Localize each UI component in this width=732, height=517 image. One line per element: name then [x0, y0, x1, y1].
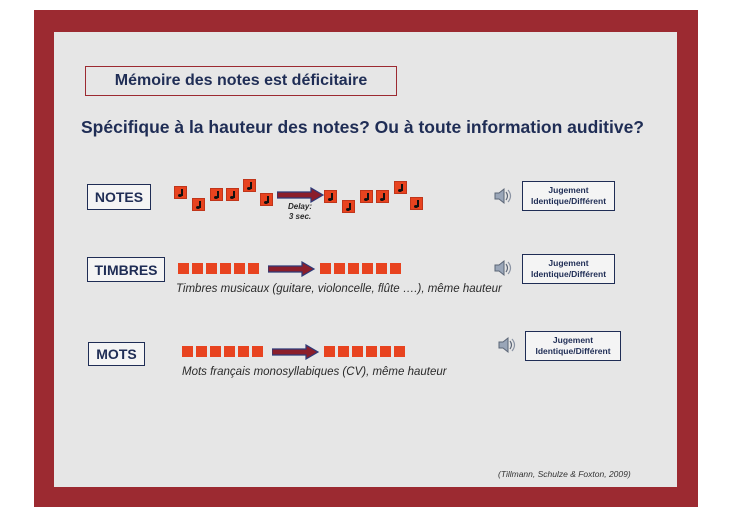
stimulus-square — [366, 346, 377, 357]
stimulus-square — [220, 263, 231, 274]
judgement-box: Jugement Identique/Différent — [522, 181, 615, 211]
notes-label: NOTES — [87, 184, 151, 210]
slide-subtitle: Spécifique à la hauteur des notes? Ou à … — [81, 117, 644, 137]
music-note-icon — [210, 188, 223, 201]
stimulus-square — [224, 346, 235, 357]
stimulus-square — [234, 263, 245, 274]
timbres-label: TIMBRES — [87, 257, 165, 282]
stimulus-square — [320, 263, 331, 274]
speaker-icon — [494, 187, 512, 205]
stimulus-square — [206, 263, 217, 274]
music-note-icon — [376, 190, 389, 203]
music-note-icon — [192, 198, 205, 211]
music-note-icon — [226, 188, 239, 201]
mots-label: MOTS — [88, 342, 145, 366]
stimulus-square — [252, 346, 263, 357]
delay-line-1: Delay: — [287, 202, 312, 211]
music-note-icon — [324, 190, 337, 203]
mots-caption: Mots français monosyllabiques (CV), même… — [182, 366, 447, 378]
stimulus-square — [352, 346, 363, 357]
arrow-right-icon — [272, 344, 320, 360]
stimulus-square — [324, 346, 335, 357]
citation: (Tillmann, Schulze & Foxton, 2009) — [498, 469, 631, 479]
judgement-line-2: Identique/Différent — [535, 346, 611, 356]
judgement-line-1: Jugement — [548, 258, 589, 268]
judgement-line-1: Jugement — [548, 185, 589, 195]
speaker-icon — [498, 336, 516, 354]
stimulus-square — [394, 346, 405, 357]
judgement-line-2: Identique/Différent — [530, 196, 607, 206]
music-note-icon — [394, 181, 407, 194]
stimulus-square — [362, 263, 373, 274]
stimulus-square — [248, 263, 259, 274]
judgement-box: Jugement Identique/Différent — [522, 254, 615, 284]
speaker-icon — [494, 259, 512, 277]
stimulus-square — [334, 263, 345, 274]
music-note-icon — [410, 197, 423, 210]
slide-title: Mémoire des notes est déficitaire — [85, 66, 397, 96]
delay-line-2: 3 sec. — [288, 212, 312, 221]
stimulus-square — [178, 263, 189, 274]
stimulus-square — [376, 263, 387, 274]
arrow-right-icon — [268, 261, 316, 277]
music-note-icon — [243, 179, 256, 192]
stimulus-square — [390, 263, 401, 274]
stimulus-square — [210, 346, 221, 357]
music-note-icon — [260, 193, 273, 206]
music-note-icon — [360, 190, 373, 203]
music-note-icon — [342, 200, 355, 213]
judgement-line-1: Jugement — [552, 335, 594, 345]
timbres-caption: Timbres musicaux (guitare, violoncelle, … — [176, 283, 502, 295]
stimulus-square — [182, 346, 193, 357]
stimulus-square — [338, 346, 349, 357]
delay-label: Delay: 3 sec. — [280, 202, 320, 222]
stimulus-square — [196, 346, 207, 357]
arrow-right-icon — [277, 187, 325, 203]
stimulus-square — [238, 346, 249, 357]
judgement-line-2: Identique/Différent — [530, 269, 607, 279]
stimulus-square — [192, 263, 203, 274]
music-note-icon — [174, 186, 187, 199]
stimulus-square — [380, 346, 391, 357]
judgement-box: Jugement Identique/Différent — [525, 331, 621, 361]
stimulus-square — [348, 263, 359, 274]
